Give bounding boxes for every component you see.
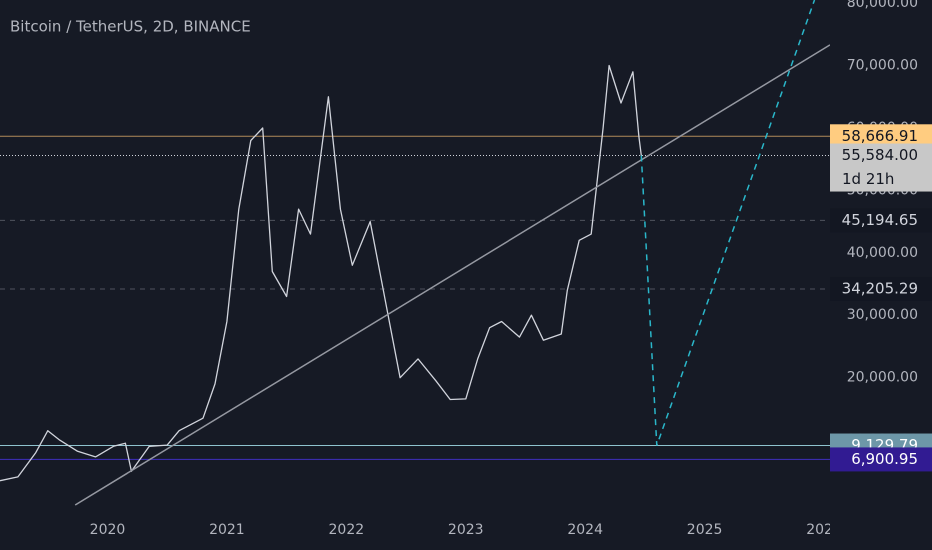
x-tick-label: 2021 [209,522,245,538]
y-tick-label: 30,000.00 [847,307,918,323]
price-label-box [830,447,932,472]
x-tick-label: 2024 [567,522,603,538]
y-tick-label: 70,000.00 [847,58,918,74]
y-tick-label: 20,000.00 [847,370,918,386]
countdown-label: 1d 21h [842,170,894,188]
price-label: 6,900.95 [851,450,918,468]
x-tick-label: 2023 [448,522,484,538]
y-tick-label: 40,000.00 [847,245,918,261]
price-label: 58,666.91 [842,127,918,145]
price-label-box [830,143,932,192]
axis-labels: 10,000.0020,000.0030,000.0040,000.0050,0… [830,0,932,472]
price-label: 55,584.00 [842,146,918,164]
x-tick-label: 2025 [687,522,723,538]
plot-area: 2020 2021 2022 2023 2024 2025 2026 [0,0,842,538]
y-tick-label: 80,000.00 [847,0,918,11]
price-line [0,64,642,482]
price-label: 45,194.65 [842,211,918,229]
x-tick-label: 2022 [329,522,365,538]
price-label-box [830,208,932,233]
x-tick-label: 2020 [90,522,126,538]
price-label: 34,205.29 [842,279,918,297]
trend-drawing [640,0,816,446]
chart-title: Bitcoin / TetherUS, 2D, BINANCE [10,18,251,36]
trend-drawing [74,44,831,506]
price-label-box [830,276,932,301]
